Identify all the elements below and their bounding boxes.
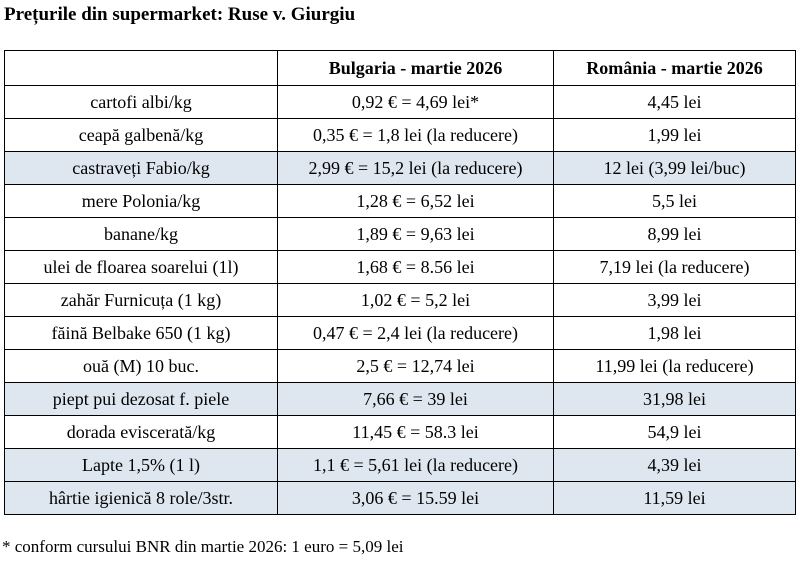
bulgaria-price-cell: 1,68 € = 8.56 lei	[277, 250, 554, 284]
romania-price-cell: 8,99 lei	[553, 217, 796, 251]
page-title: Prețurile din supermarket: Ruse v. Giurg…	[4, 4, 356, 25]
romania-price-cell: 1,99 lei	[553, 118, 796, 152]
table-row: Lapte 1,5% (1 l) 1,1 € = 5,61 lei (la red…	[4, 448, 796, 482]
table-row: ceapă galbenă/kg 0,35 € = 1,8 lei (la red…	[4, 118, 796, 152]
product-cell: piept pui dezosat f. piele	[4, 382, 278, 416]
product-cell: ceapă galbenă/kg	[4, 118, 278, 152]
romania-price-cell: 31,98 lei	[553, 382, 796, 416]
bulgaria-price-cell: 1,02 € = 5,2 lei	[277, 283, 554, 317]
romania-price-cell: 1,98 lei	[553, 316, 796, 350]
romania-price-cell: 11,99 lei (la reducere)	[553, 349, 796, 383]
table-row: zahăr Furnicuța (1 kg) 1,02 € = 5,2 lei 3,…	[4, 283, 796, 317]
product-cell: Lapte 1,5% (1 l)	[4, 448, 278, 482]
table-row: banane/kg 1,89 € = 9,63 lei 8,99 lei	[4, 217, 796, 251]
product-cell: ouă (M) 10 buc.	[4, 349, 278, 383]
table-row: hârtie igienică 8 role/3str. 3,06 € = 15.…	[4, 481, 796, 515]
bulgaria-price-cell: 0,35 € = 1,8 lei (la reducere)	[277, 118, 554, 152]
romania-price-cell: 4,45 lei	[553, 85, 796, 119]
product-cell: mere Polonia/kg	[4, 184, 278, 218]
product-cell: cartofi albi/kg	[4, 85, 278, 119]
table-row: cartofi albi/kg 0,92 € = 4,69 lei* 4,45 le…	[4, 85, 796, 119]
bulgaria-price-cell: 2,99 € = 15,2 lei (la reducere)	[277, 151, 554, 185]
table-row: ulei de floarea soarelui (1l) 1,68 € = 8.…	[4, 250, 796, 284]
bulgaria-price-cell: 11,45 € = 58.3 lei	[277, 415, 554, 449]
product-cell: făină Belbake 650 (1 kg)	[4, 316, 278, 350]
table-row: piept pui dezosat f. piele 7,66 € = 39 le…	[4, 382, 796, 416]
bulgaria-price-cell: 0,47 € = 2,4 lei (la reducere)	[277, 316, 554, 350]
table-row: mere Polonia/kg 1,28 € = 6,52 lei 5,5 lei	[4, 184, 796, 218]
product-cell: castraveți Fabio/kg	[4, 151, 278, 185]
product-cell: zahăr Furnicuța (1 kg)	[4, 283, 278, 317]
romania-price-cell: 12 lei (3,99 lei/buc)	[553, 151, 796, 185]
table-body: cartofi albi/kg 0,92 € = 4,69 lei* 4,45 le…	[4, 85, 796, 515]
romania-price-cell: 4,39 lei	[553, 448, 796, 482]
bulgaria-price-cell: 1,89 € = 9,63 lei	[277, 217, 554, 251]
romania-price-cell: 5,5 lei	[553, 184, 796, 218]
table-row: dorada eviscerată/kg 11,45 € = 58.3 lei 54…	[4, 415, 796, 449]
table-row: făină Belbake 650 (1 kg) 0,47 € = 2,4 lei…	[4, 316, 796, 350]
bulgaria-price-cell: 2,5 € = 12,74 lei	[277, 349, 554, 383]
bulgaria-price-cell: 1,1 € = 5,61 lei (la reducere)	[277, 448, 554, 482]
table-row: castraveți Fabio/kg 2,99 € = 15,2 lei (la…	[4, 151, 796, 185]
romania-price-cell: 54,9 lei	[553, 415, 796, 449]
price-comparison-table: Bulgaria - martie 2026 România - martie …	[4, 50, 796, 515]
bulgaria-price-cell: 0,92 € = 4,69 lei*	[277, 85, 554, 119]
bulgaria-price-cell: 3,06 € = 15.59 lei	[277, 481, 554, 515]
bulgaria-price-cell: 7,66 € = 39 lei	[277, 382, 554, 416]
bulgaria-price-cell: 1,28 € = 6,52 lei	[277, 184, 554, 218]
table-row: ouă (M) 10 buc. 2,5 € = 12,74 lei 11,99 le…	[4, 349, 796, 383]
romania-price-cell: 3,99 lei	[553, 283, 796, 317]
header-romania: România - martie 2026	[553, 50, 796, 86]
footnote: * conform cursului BNR din martie 2026: …	[2, 537, 404, 556]
romania-price-cell: 11,59 lei	[553, 481, 796, 515]
product-cell: banane/kg	[4, 217, 278, 251]
product-cell: hârtie igienică 8 role/3str.	[4, 481, 278, 515]
romania-price-cell: 7,19 lei (la reducere)	[553, 250, 796, 284]
header-product	[4, 50, 278, 86]
product-cell: ulei de floarea soarelui (1l)	[4, 250, 278, 284]
header-bulgaria: Bulgaria - martie 2026	[277, 50, 554, 86]
product-cell: dorada eviscerată/kg	[4, 415, 278, 449]
table-header-row: Bulgaria - martie 2026 România - martie …	[4, 50, 796, 86]
